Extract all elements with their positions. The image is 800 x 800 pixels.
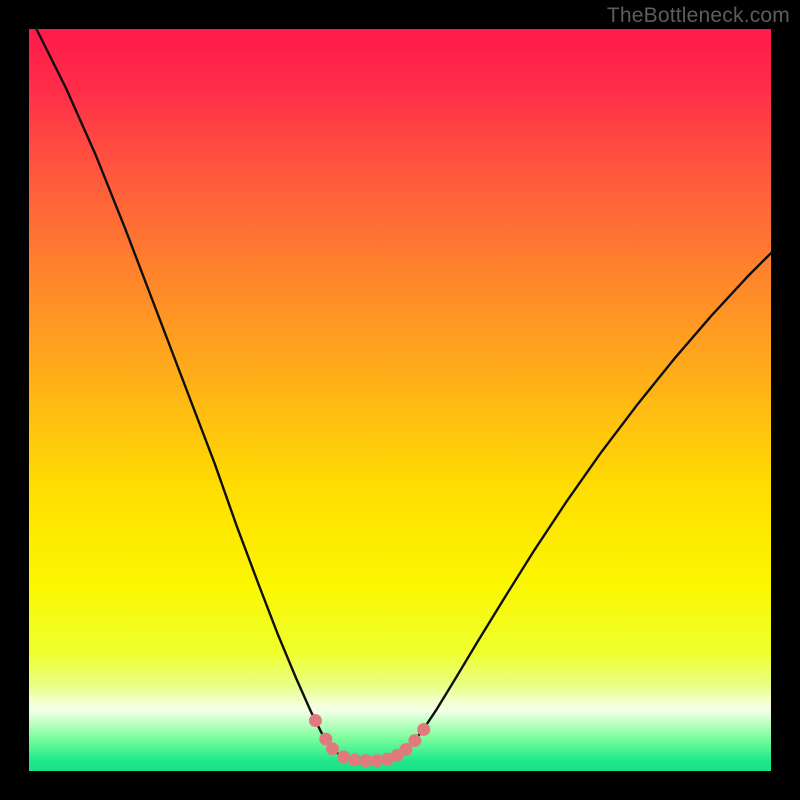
- optimal-marker: [359, 754, 372, 767]
- optimal-marker: [408, 734, 421, 747]
- optimal-marker: [337, 750, 350, 763]
- bottleneck-chart-svg: [0, 0, 800, 800]
- optimal-marker: [348, 753, 361, 766]
- watermark-text: TheBottleneck.com: [607, 4, 790, 28]
- chart-stage: TheBottleneck.com: [0, 0, 800, 800]
- optimal-marker: [309, 714, 322, 727]
- plot-heat-gradient: [29, 29, 771, 771]
- optimal-marker: [417, 723, 430, 736]
- optimal-marker: [326, 742, 339, 755]
